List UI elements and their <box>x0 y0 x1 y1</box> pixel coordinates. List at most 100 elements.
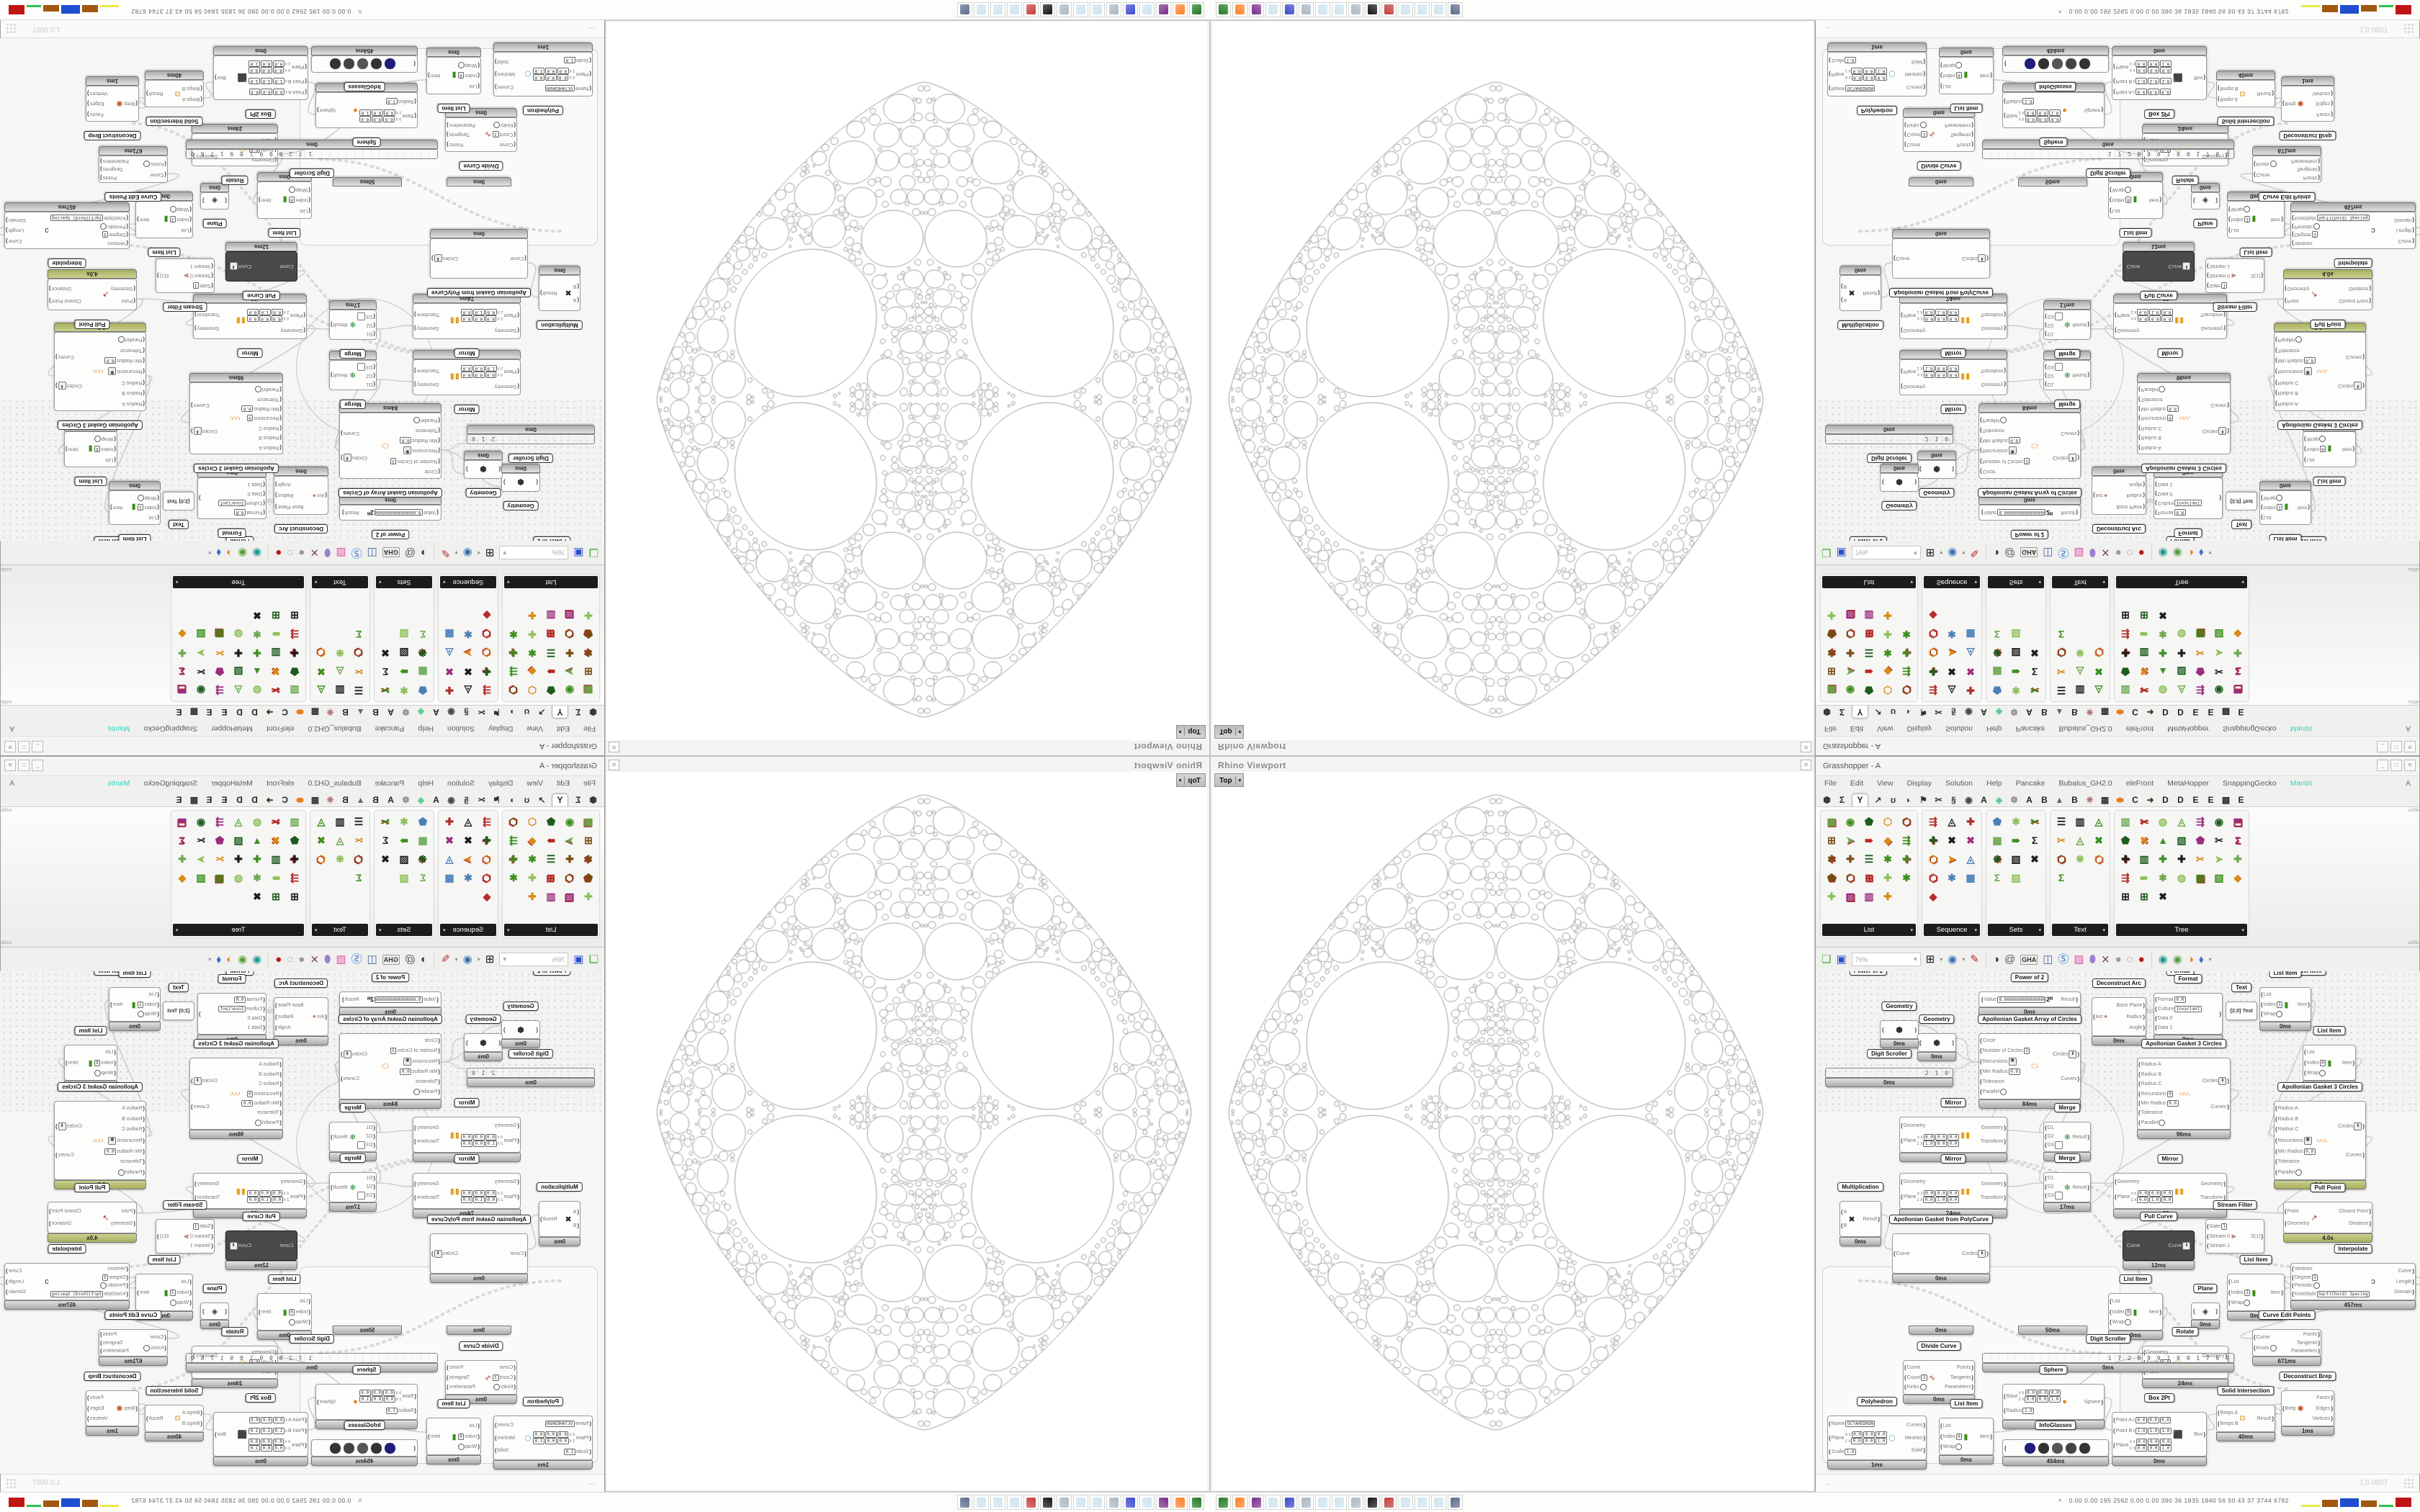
menu-item-file[interactable]: File <box>1824 724 1837 734</box>
output-port[interactable]: ) <box>2218 495 2221 502</box>
value-chip[interactable]: 0.0 <box>460 1134 472 1140</box>
download-icon[interactable]: ⬇ <box>2182 262 2191 271</box>
output-port[interactable]: Item) <box>2342 446 2354 453</box>
shade-sphere-icon[interactable]: ◌ <box>2126 546 2133 559</box>
output-port[interactable]: S(1)) <box>157 273 169 279</box>
input-port[interactable]: (Geometry <box>495 327 519 333</box>
close-button[interactable]: ✕ <box>4 741 16 752</box>
output-port[interactable]: Parameters) <box>447 1384 475 1390</box>
component-icon[interactable]: ✂ <box>2196 647 2205 660</box>
component-icon[interactable]: ⊞ <box>272 890 280 902</box>
value-chip[interactable]: 1.0 <box>1935 309 1947 315</box>
output-port[interactable]: Geometry) <box>414 325 439 331</box>
gh-node[interactable]: (List(Index 0(Wrap ▮ Item) <box>2303 431 2356 467</box>
info-glyph-icon[interactable] <box>330 58 341 70</box>
value-chip[interactable]: 1.0 <box>385 1408 398 1414</box>
value-chip[interactable]: 0 <box>94 1059 101 1066</box>
tab-plugin-a[interactable]: A <box>1981 707 1987 717</box>
value-chip[interactable]: 0.0 <box>246 315 259 322</box>
component-icon[interactable]: ⬟ <box>1827 871 1837 883</box>
owl-app-icon[interactable] <box>1249 2 1264 17</box>
component-icon[interactable]: ▧ <box>1845 610 1855 622</box>
wire-sphere-icon[interactable]: ● <box>298 546 305 559</box>
input-port[interactable]: (Radius A <box>259 444 282 451</box>
input-port[interactable]: (Radius C <box>2138 1081 2161 1087</box>
gem-icon[interactable]: ⬧ <box>2198 953 2204 966</box>
input-port[interactable]: (Radius C <box>122 1126 145 1133</box>
input-port[interactable]: (Data 1 <box>2155 1025 2172 1031</box>
input-port[interactable]: (KnotStyle Sqrt(Chord) Spacing <box>2292 214 2370 221</box>
value-chip[interactable]: 0 <box>2166 1090 2174 1097</box>
output-port[interactable]: Points) <box>1957 1364 1973 1371</box>
value-chip[interactable]: 0.0 <box>1948 1190 1960 1197</box>
gh-node[interactable]: (Breps A(Breps B ⧉ Result) <box>145 80 204 107</box>
component-icon[interactable]: ✚ <box>253 647 261 660</box>
input-port[interactable]: (Brep <box>125 101 138 107</box>
sketch-pen-icon[interactable]: ✎ <box>441 953 450 966</box>
tab-curve[interactable]: ʊ <box>524 795 530 805</box>
component-icon[interactable]: ⬟ <box>1827 629 1837 641</box>
viewport-projection-tab[interactable]: Top ▾ <box>1214 773 1245 787</box>
output-port[interactable]: S(1)) <box>2251 1233 2263 1240</box>
value-chip[interactable]: 0.0 <box>248 1417 261 1423</box>
gh-node[interactable]: (List(Index 0(Wrap ▮ Item) <box>2303 1045 2356 1081</box>
component-icon[interactable]: ✂ <box>381 685 390 697</box>
component-icon[interactable]: ▧ <box>196 629 206 641</box>
gem-icon[interactable]: ⬧ <box>2198 546 2204 559</box>
component-icon[interactable]: ◬ <box>1948 815 1956 827</box>
component-icon[interactable]: ▦ <box>1827 815 1837 827</box>
toggle-icon[interactable] <box>2269 161 2277 167</box>
component-icon[interactable]: ➤ <box>197 647 205 660</box>
gh-node[interactable]: (Point(Geometry ↗ Closest Point) Distance) <box>2283 279 2372 310</box>
input-port[interactable]: (Parallel <box>413 416 440 423</box>
output-port[interactable]: Length) <box>6 228 24 234</box>
component-icon[interactable]: ✚ <box>483 666 491 678</box>
value-chip[interactable]: 0.0 <box>485 309 497 315</box>
tab-display[interactable]: ◉ <box>447 795 455 805</box>
input-port[interactable]: (Number of Circles 3 <box>390 1047 440 1054</box>
component-icon[interactable]: ◬ <box>336 834 344 846</box>
gem-icon[interactable]: ⬧ <box>216 953 222 966</box>
input-port[interactable]: (Brep <box>2282 101 2295 107</box>
tab-plugin-a2[interactable]: A <box>387 795 394 805</box>
output-port[interactable]: Result) <box>146 91 163 97</box>
value-chip[interactable]: 0.0 <box>2147 1417 2159 1423</box>
gh-node[interactable]: (D1(D2(D3 ❄ Result) <box>329 360 377 390</box>
input-port[interactable]: (Recursions ✱ <box>403 446 440 455</box>
toggle-icon[interactable] <box>2244 205 2251 212</box>
value-chip[interactable]: 0.0 <box>1863 74 1876 81</box>
component-icon[interactable]: ▦ <box>418 834 428 846</box>
output-port[interactable]: Curves) <box>341 430 359 436</box>
component-icon[interactable]: ⇶ <box>290 871 299 883</box>
maximize-button[interactable]: □ <box>2390 741 2402 752</box>
ribbon-group-label[interactable]: Text ▾ <box>312 924 368 936</box>
value-chip[interactable]: 0.0 <box>1935 1134 1948 1140</box>
ribbon-scroll[interactable]: \u25b4 \u25be <box>2408 567 2420 703</box>
component-icon[interactable]: ✚ <box>1846 647 1855 660</box>
output-port[interactable]: Curves) <box>2210 402 2229 408</box>
output-port[interactable]: Result) <box>540 290 557 297</box>
input-port[interactable]: (Index 0 <box>2110 197 2132 204</box>
component-icon[interactable]: ✖ <box>1966 834 1975 846</box>
pin-green-icon[interactable]: ◉ <box>2172 953 2182 966</box>
open-file-icon[interactable]: ❏ <box>1821 546 1832 559</box>
component-icon[interactable]: ▧ <box>2177 666 2187 678</box>
component-icon[interactable]: ✖ <box>2030 852 2039 865</box>
output-port[interactable]: Distance) <box>49 285 71 292</box>
component-icon[interactable]: ✚ <box>1883 890 1892 902</box>
tab-plugin-e3[interactable]: E <box>176 795 182 805</box>
gh-node[interactable]: (Geometry(Plane o x 0.0 0.0 0.0 z x 0.0 1.0 0.0 ▮… <box>1899 303 2007 339</box>
component-icon[interactable]: ✚ <box>509 647 518 660</box>
download-icon[interactable]: ⬇ <box>229 1241 238 1250</box>
value-chip[interactable]: 0.0 <box>383 109 395 116</box>
value-chip[interactable]: 0.0 <box>2136 67 2148 73</box>
menu-item-display[interactable]: Display <box>488 778 514 788</box>
gh-node[interactable]: (Format 0.R(Culture Invariant(Data 0(Data … <box>197 993 266 1035</box>
gh-node[interactable]: (Arc ⌖ Base Plane) Radius) Angle) <box>274 476 328 515</box>
input-port[interactable]: (List <box>2228 1279 2239 1285</box>
component-icon[interactable]: ⬡ <box>1883 685 1893 697</box>
gh-node[interactable]: (List(Index 3(Wrap ▮ Item) <box>135 201 193 238</box>
download-icon[interactable]: ⬇ <box>343 1050 351 1059</box>
pin-teal-icon[interactable]: ◉ <box>252 953 262 966</box>
